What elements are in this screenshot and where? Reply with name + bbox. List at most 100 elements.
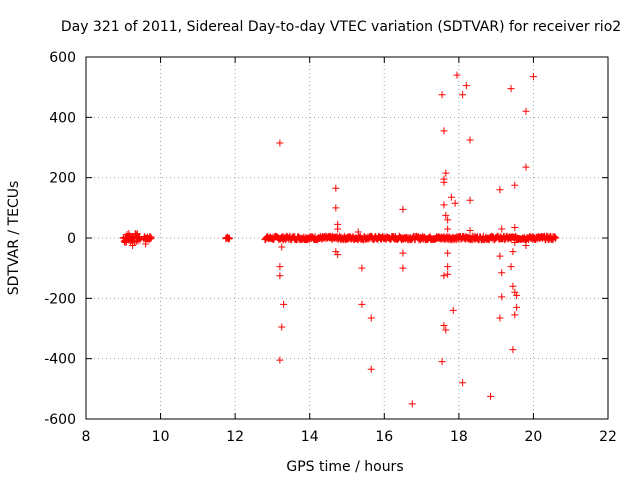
outlier-point <box>459 91 467 99</box>
y-tick-label: 0 <box>67 231 76 247</box>
outlier-point <box>358 300 366 308</box>
y-axis-label: SDTVAR / TECUs <box>6 181 22 296</box>
outlier-point <box>511 223 519 231</box>
outlier-point <box>276 356 284 364</box>
outlier-point <box>367 365 375 373</box>
x-tick-label: 10 <box>152 429 170 445</box>
outlier-point <box>408 400 416 408</box>
outlier-point <box>440 272 448 280</box>
outlier-point <box>449 306 457 314</box>
y-tick-label: -400 <box>44 352 76 368</box>
plot-border <box>85 56 609 420</box>
outlier-point <box>332 248 340 256</box>
outlier-point <box>522 242 530 250</box>
outlier-point <box>278 323 286 331</box>
band-point <box>226 234 234 242</box>
outlier-point <box>498 293 506 301</box>
outlier-point <box>440 127 448 135</box>
outlier-point <box>507 85 515 93</box>
outlier-point <box>487 392 495 400</box>
outlier-point <box>276 139 284 147</box>
x-tick-label: 18 <box>450 429 468 445</box>
outlier-point <box>453 71 461 79</box>
outlier-point <box>125 229 133 237</box>
outlier-point <box>367 314 375 322</box>
band-point <box>147 234 155 242</box>
x-axis-label: GPS time / hours <box>286 459 403 475</box>
outlier-point <box>522 107 530 115</box>
outlier-point <box>278 243 286 251</box>
outlier-point <box>276 263 284 271</box>
outlier-point <box>121 239 129 247</box>
outlier-point <box>522 163 530 171</box>
outlier-point <box>440 201 448 209</box>
outlier-point <box>440 321 448 329</box>
outlier-point <box>442 326 450 334</box>
x-tick-label: 16 <box>375 429 393 445</box>
outlier-point <box>332 204 340 212</box>
outlier-point <box>466 136 474 144</box>
outlier-point <box>444 263 452 271</box>
outlier-point <box>511 288 519 296</box>
outlier-point <box>354 228 362 236</box>
outlier-point <box>459 379 467 387</box>
outlier-point <box>451 199 459 207</box>
outlier-point <box>332 184 340 192</box>
outlier-point <box>529 73 537 81</box>
band-point <box>552 234 560 242</box>
outlier-point <box>507 263 515 271</box>
y-tick-label: 400 <box>49 110 76 126</box>
outlier-point <box>129 242 137 250</box>
outlier-point <box>334 225 342 233</box>
outlier-point <box>280 300 288 308</box>
outlier-point <box>438 91 446 99</box>
x-tick-label: 14 <box>301 429 319 445</box>
x-tick-label: 8 <box>82 429 91 445</box>
outlier-point <box>511 181 519 189</box>
outlier-point <box>442 169 450 177</box>
outlier-point <box>496 314 504 322</box>
outlier-point <box>462 82 470 90</box>
outlier-point <box>498 225 506 233</box>
y-tick-label: 600 <box>49 50 76 66</box>
outlier-point <box>444 216 452 224</box>
x-tick-label: 22 <box>599 429 617 445</box>
outlier-point <box>132 231 140 239</box>
x-tick-label: 20 <box>525 429 543 445</box>
outlier-point <box>438 358 446 366</box>
y-tick-label: 200 <box>49 171 76 187</box>
y-tick-label: -200 <box>44 291 76 307</box>
outlier-point <box>399 249 407 257</box>
outlier-point <box>509 282 517 290</box>
outlier-point <box>444 249 452 257</box>
outlier-point <box>142 240 150 248</box>
band-point <box>225 235 233 243</box>
outlier-point <box>440 178 448 186</box>
outlier-point <box>496 186 504 194</box>
outlier-point <box>447 193 455 201</box>
chart-title: Day 321 of 2011, Sidereal Day-to-day VTE… <box>61 19 621 35</box>
x-tick-label: 12 <box>226 429 244 445</box>
outlier-point <box>276 272 284 280</box>
outlier-point <box>444 225 452 233</box>
outlier-point <box>358 264 366 272</box>
outlier-point <box>511 311 519 319</box>
outlier-point <box>513 303 521 311</box>
outlier-point <box>466 196 474 204</box>
outlier-point <box>509 346 517 354</box>
outlier-point <box>511 239 519 247</box>
outlier-point <box>442 211 450 219</box>
outlier-point <box>509 248 517 256</box>
outlier-point <box>496 252 504 260</box>
outlier-point <box>466 226 474 234</box>
tick-labels: 8 10 12 14 16 18 20 22 -600 -400 -200 0 200 400 600 <box>44 50 617 445</box>
outlier-point <box>513 291 521 299</box>
band-point <box>136 236 144 244</box>
outlier-point <box>444 270 452 278</box>
y-tick-label: -600 <box>44 412 76 428</box>
outlier-point <box>334 251 342 259</box>
band-point <box>551 233 559 241</box>
band-point <box>147 233 155 241</box>
outlier-point <box>399 205 407 213</box>
